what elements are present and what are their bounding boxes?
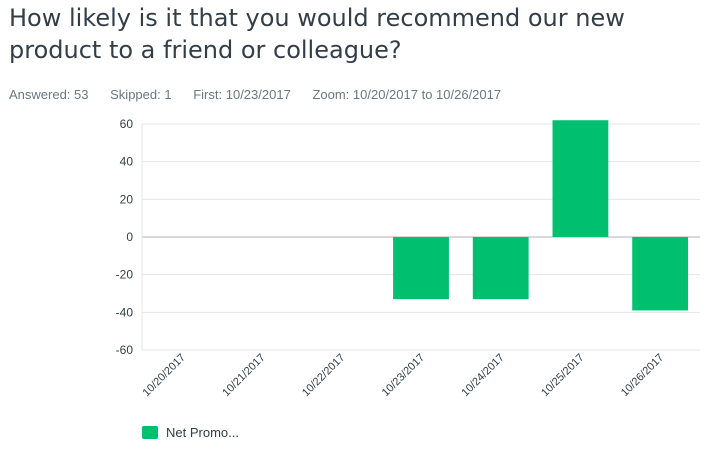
- answered-label: Answered:: [9, 87, 71, 102]
- y-tick-label: -60: [116, 343, 134, 357]
- first-value: 10/23/2017: [225, 87, 291, 102]
- first-stat: First: 10/23/2017: [193, 87, 291, 102]
- chart-legend[interactable]: Net Promo...: [142, 425, 239, 440]
- zoom-label: Zoom:: [312, 87, 350, 102]
- x-tick-label: 10/26/2017: [619, 352, 666, 399]
- response-stats: Answered: 53 Skipped: 1 First: 10/23/201…: [9, 87, 519, 102]
- question-title: How likely is it that you would recommen…: [9, 4, 625, 64]
- zoom-stat[interactable]: Zoom: 10/20/2017 to 10/26/2017: [312, 87, 501, 102]
- x-tick-label: 10/22/2017: [300, 352, 347, 399]
- bars: [393, 120, 689, 311]
- x-tick-label: 10/24/2017: [459, 352, 506, 399]
- y-tick-label: 0: [126, 230, 133, 244]
- first-label: First:: [193, 87, 223, 102]
- bar-10-24-2017[interactable]: [472, 237, 529, 300]
- zoom-value: 10/20/2017 to 10/26/2017: [352, 87, 502, 102]
- legend-swatch: [142, 426, 158, 439]
- y-tick-label: 40: [120, 155, 134, 169]
- y-tick-label: 20: [120, 192, 134, 206]
- skipped-value: 1: [164, 87, 172, 102]
- y-tick-label: -40: [116, 305, 134, 319]
- y-tick-label: -20: [116, 268, 134, 282]
- skipped-stat: Skipped: 1: [110, 87, 171, 102]
- x-tick-label: 10/20/2017: [141, 352, 188, 399]
- bar-10-26-2017[interactable]: [632, 237, 689, 311]
- bar-10-25-2017[interactable]: [552, 120, 609, 237]
- bar-10-23-2017[interactable]: [393, 237, 449, 300]
- x-tick-label: 10/25/2017: [539, 352, 586, 399]
- skipped-label: Skipped:: [110, 87, 161, 102]
- y-tick-label: 60: [120, 117, 134, 131]
- x-tick-label: 10/23/2017: [380, 352, 427, 399]
- x-tick-label: 10/21/2017: [220, 352, 267, 399]
- x-axis-labels: 10/20/2017 10/21/2017 10/22/2017 10/23/2017…: [141, 352, 667, 399]
- legend-label: Net Promo...: [166, 425, 239, 440]
- answered-stat: Answered: 53: [9, 87, 89, 102]
- answered-value: 53: [74, 87, 89, 102]
- y-axis: 60 40 20 0 -20 -40 -60: [116, 117, 143, 357]
